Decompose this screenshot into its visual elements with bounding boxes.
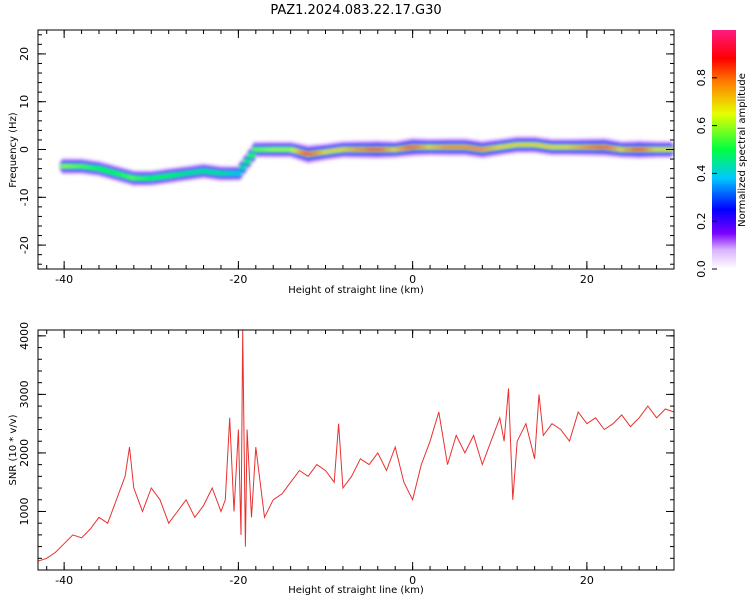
colorbar-label: Normalized spectral amplitude <box>737 73 748 227</box>
colorbar-ticks: 0.0 0.2 0.4 0.6 0.8 <box>695 69 717 278</box>
colorbar-tick-label: 0.8 <box>695 69 708 87</box>
snr-plot-area <box>38 330 674 570</box>
snr-xtick-label: 20 <box>580 574 594 587</box>
snr-series-line <box>38 330 674 562</box>
spectrogram-ytick-label: -10 <box>18 188 31 206</box>
colorbar-tick-label: 0.0 <box>695 260 708 278</box>
spectrogram-cell <box>233 172 243 175</box>
snr-ytick-label: 3000 <box>18 380 31 408</box>
colorbar-tick-label: 0.2 <box>695 212 708 230</box>
spectrogram-xlabel: Height of straight line (km) <box>288 285 424 296</box>
spectrogram-xtick-label: -40 <box>55 273 73 286</box>
spectrogram-ticks: -40 -20 0 20 -20 -10 0 10 20 <box>18 30 675 286</box>
colorbar-gradient <box>712 30 736 269</box>
snr-ylabel: SNR (10 * v/v) <box>8 414 19 485</box>
spectrogram-marks <box>59 135 674 187</box>
spectrogram-panel: -40 -20 0 20 -20 -10 0 10 20 Height of straight … <box>8 29 675 296</box>
spectrogram-cell <box>246 154 256 157</box>
snr-frame <box>37 329 675 571</box>
spectrogram-ridge <box>59 135 674 187</box>
colorbar-tick-label: 0.6 <box>695 117 708 135</box>
spectrogram-cell <box>242 160 252 163</box>
spectrogram-ytick-label: -20 <box>18 236 31 254</box>
colorbar-tick-label: 0.4 <box>695 165 708 183</box>
snr-ytick-label: 1000 <box>18 497 31 525</box>
spectrogram-xtick-label: 0 <box>409 273 416 286</box>
snr-xtick-label: -20 <box>229 574 247 587</box>
figure-title: PAZ1.2024.083.22.17.G30 <box>270 3 441 18</box>
spectrogram-xtick-label: 20 <box>580 273 594 286</box>
spectrogram-ytick-label: 0 <box>18 146 31 153</box>
spectrogram-ylabel: Frequency (Hz) <box>8 112 19 188</box>
spectrogram-xtick-label: -20 <box>229 273 247 286</box>
snr-ytick-label: 4000 <box>18 322 31 350</box>
snr-xtick-label: -40 <box>55 574 73 587</box>
snr-ticks: -40 -20 0 20 1000 2000 3000 4000 <box>18 322 675 587</box>
spectrogram-ytick-label: 10 <box>18 95 31 109</box>
colorbar: 0.0 0.2 0.4 0.6 0.8 Normalized spectral ampl… <box>695 30 748 278</box>
snr-xlabel: Height of straight line (km) <box>288 585 424 596</box>
snr-ytick-label: 2000 <box>18 439 31 467</box>
snr-panel: -40 -20 0 20 1000 2000 3000 4000 Height of stra… <box>8 322 675 596</box>
spectrogram-cell <box>238 166 248 169</box>
snr-xtick-label: 0 <box>409 574 416 587</box>
spectrogram-ytick-label: 20 <box>18 47 31 61</box>
